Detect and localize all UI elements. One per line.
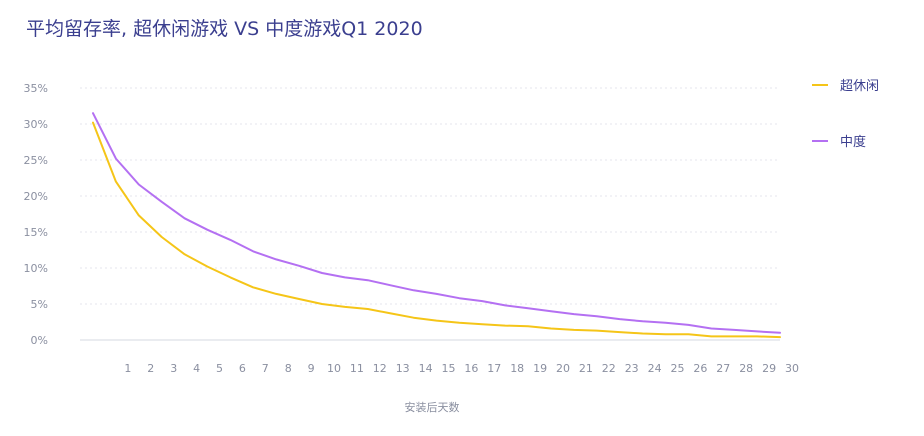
y-tick-label: 10%	[24, 262, 48, 275]
legend-label: 超休闲	[840, 79, 880, 94]
chart-title: 平均留存率, 超休闲游戏 VS 中度游戏Q1 2020	[26, 18, 423, 40]
x-tick-label: 17	[487, 362, 501, 375]
x-tick-label: 27	[716, 362, 730, 375]
x-tick-label: 7	[262, 362, 269, 375]
y-tick-label: 5%	[31, 298, 48, 311]
x-tick-label: 12	[373, 362, 387, 375]
series-line-中度	[92, 112, 781, 334]
x-tick-label: 23	[625, 362, 639, 375]
x-tick-label: 6	[239, 362, 246, 375]
series-line-超休闲	[92, 121, 781, 339]
legend-swatch	[812, 140, 828, 142]
x-tick-label: 13	[396, 362, 410, 375]
x-tick-label: 20	[556, 362, 570, 375]
x-tick-label: 26	[693, 362, 707, 375]
series-lines	[92, 112, 781, 339]
x-axis-label: 安装后天数	[405, 400, 460, 414]
x-tick-label: 19	[533, 362, 547, 375]
x-tick-label: 10	[327, 362, 341, 375]
gridlines	[80, 87, 780, 341]
y-tick-label: 30%	[24, 118, 48, 131]
x-tick-label: 25	[671, 362, 685, 375]
x-tick-label: 1	[124, 362, 131, 375]
x-tick-label: 11	[350, 362, 364, 375]
x-tick-label: 28	[739, 362, 753, 375]
y-tick-label: 0%	[31, 334, 48, 347]
x-tick-label: 21	[579, 362, 593, 375]
y-tick-label: 20%	[24, 190, 48, 203]
x-tick-label: 30	[785, 362, 799, 375]
x-tick-label: 29	[762, 362, 776, 375]
legend-label: 中度	[840, 135, 867, 150]
x-tick-label: 16	[464, 362, 478, 375]
x-tick-label: 9	[308, 362, 315, 375]
legend-swatch	[812, 84, 828, 86]
x-tick-label: 15	[442, 362, 456, 375]
x-tick-label: 18	[510, 362, 524, 375]
x-tick-label: 14	[419, 362, 433, 375]
x-tick-label: 8	[285, 362, 292, 375]
x-tick-label: 22	[602, 362, 616, 375]
x-tick-label: 5	[216, 362, 223, 375]
x-tick-label: 3	[170, 362, 177, 375]
y-tick-label: 35%	[24, 82, 48, 95]
x-tick-label: 4	[193, 362, 200, 375]
axes: 0%5%10%15%20%25%30%35%1 2 3 4 5 6 7 8 9 10 11 12 13 1…	[24, 82, 799, 375]
y-tick-label: 25%	[24, 154, 48, 167]
x-tick-label: 2	[147, 362, 154, 375]
x-tick-label: 24	[648, 362, 662, 375]
y-tick-label: 15%	[24, 226, 48, 239]
